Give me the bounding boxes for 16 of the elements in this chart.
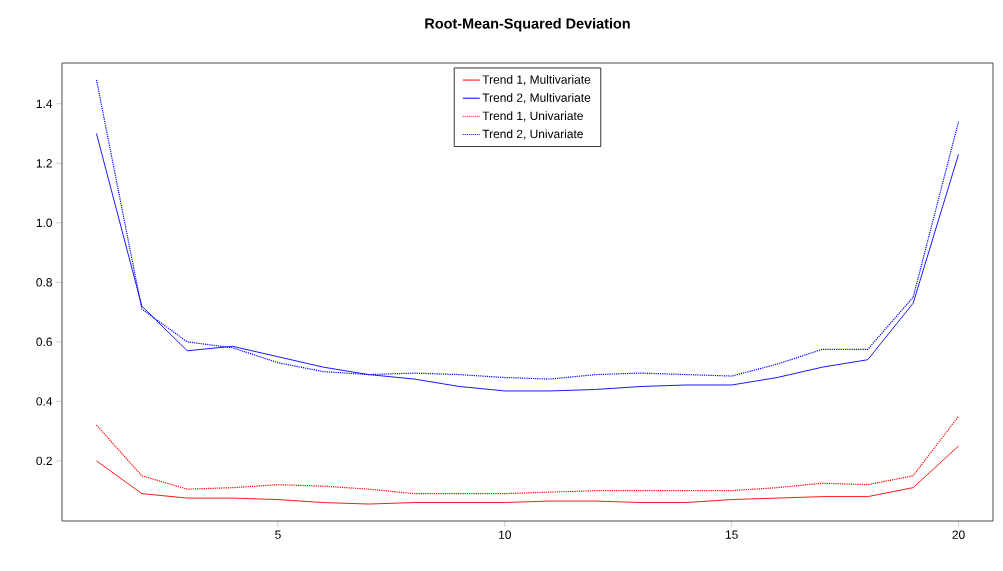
legend-label: Trend 2, Univariate (482, 129, 583, 140)
y-tick-label: 0.8 (36, 278, 52, 287)
y-tick-label: 0.6 (36, 337, 52, 347)
x-tick-label: 15 (725, 530, 738, 539)
y-tick-label: 0.2 (36, 456, 52, 466)
legend-label: Trend 1, Univariate (482, 111, 583, 122)
legend-label: Trend 2, Multivariate (482, 93, 591, 104)
y-tick-label: 0.4 (36, 397, 53, 406)
x-tick-label: 5 (275, 530, 281, 539)
y-tick-label: 1.2 (36, 159, 52, 168)
legend-label: Trend 1, Multivariate (482, 74, 591, 86)
x-tick-label: 20 (952, 530, 965, 539)
y-tick-label: 1.0 (36, 218, 53, 228)
x-tick-label: 10 (499, 530, 512, 539)
y-tick-label: 1.4 (36, 99, 53, 108)
chart-title: Root-Mean-Squared Deviation (425, 18, 630, 32)
